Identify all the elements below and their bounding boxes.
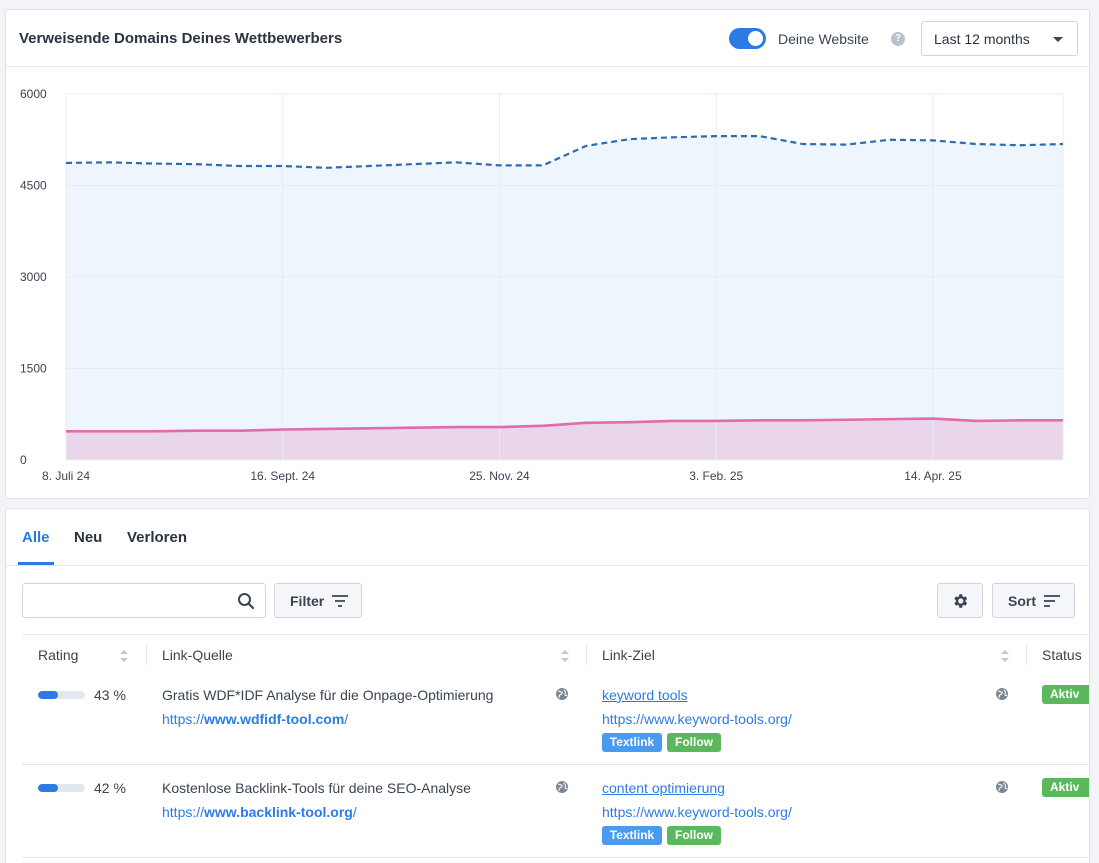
column-separator [1026,645,1027,665]
y-tick-label: 3000 [20,270,47,284]
sort-arrows-icon[interactable] [120,650,128,662]
link-target-anchor[interactable]: keyword tools [602,687,688,703]
column-header-link-target[interactable]: Link-Ziel [602,647,655,663]
rating-value: 42 % [94,780,126,796]
row-separator [22,764,1089,765]
table-top-border [22,634,1089,635]
y-tick-label: 4500 [20,179,47,193]
url-suffix: / [344,711,349,727]
textlink-badge: Textlink [602,733,662,752]
tabs-bar: Alle Neu Verloren [6,509,1089,566]
x-tick-label: 8. Juli 24 [42,469,90,483]
sort-button[interactable]: Sort [992,583,1075,618]
textlink-badge: Textlink [602,826,662,845]
link-target-anchor[interactable]: content optimierung [602,780,725,796]
globe-icon[interactable] [555,780,569,794]
status-badge: Aktiv [1042,778,1089,797]
follow-badge: Follow [667,826,721,845]
url-domain: www.backlink-tool.org [204,804,353,820]
tab-lost[interactable]: Verloren [127,529,188,546]
globe-icon[interactable] [995,780,1009,794]
chart-card: Verweisende Domains Deines Wettbewerbers… [5,9,1090,499]
column-header-status[interactable]: Status [1042,647,1082,663]
y-tick-label: 6000 [20,87,47,101]
chart-card-header: Verweisende Domains Deines Wettbewerbers… [6,10,1089,67]
chart-title: Verweisende Domains Deines Wettbewerbers [19,30,343,47]
url-prefix: https:// [162,804,205,820]
url-domain: www.wdfidf-tool.com [204,711,345,727]
x-tick-label: 3. Feb. 25 [689,469,743,483]
sort-icon [1044,595,1060,607]
question-circle-icon[interactable]: ? [891,32,905,46]
link-source-title: Kostenlose Backlink-Tools für deine SEO-… [162,780,471,796]
backlinks-card: Alle Neu Verloren Filter Sort Rat [5,508,1090,863]
tab-new[interactable]: Neu [74,529,103,546]
sort-arrows-icon[interactable] [561,650,569,662]
url-prefix: https:// [162,711,205,727]
series-0-line [65,134,1064,169]
column-separator [146,645,147,665]
search-icon[interactable] [237,592,255,610]
your-website-label: Deine Website [778,31,869,47]
rating-value: 43 % [94,687,126,703]
rating-bar [38,784,85,792]
x-tick-label: 14. Apr. 25 [904,469,962,483]
link-target-url[interactable]: https://www.keyword-tools.org/ [602,804,792,820]
x-tick-label: 16. Sept. 24 [250,469,315,483]
y-tick-label: 1500 [20,362,47,376]
rating-bar [38,691,85,699]
filter-icon [332,595,348,607]
x-tick-label: 25. Nov. 24 [469,469,530,483]
series-0-area [66,136,1063,460]
sort-label: Sort [1008,593,1036,609]
link-source-url[interactable]: https://www.backlink-tool.org/ [162,804,357,820]
search-input[interactable] [31,591,231,611]
column-header-rating[interactable]: Rating [38,647,79,663]
your-website-toggle[interactable] [729,28,766,49]
link-target-url[interactable]: https://www.keyword-tools.org/ [602,711,792,727]
column-header-link-source[interactable]: Link-Quelle [162,647,233,663]
status-badge: Aktiv [1042,685,1089,704]
gear-icon [954,594,968,608]
search-box [22,583,266,618]
y-tick-label: 0 [20,453,27,467]
filter-button[interactable]: Filter [274,583,362,618]
url-suffix: / [352,804,357,820]
time-range-select[interactable]: Last 12 months [921,21,1078,56]
rating-fill [38,784,58,792]
link-source-title: Gratis WDF*IDF Analyse für die Onpage-Op… [162,687,494,703]
link-source-url[interactable]: https://www.wdfidf-tool.com/ [162,711,348,727]
column-separator [586,645,587,665]
caret-down-icon [1053,37,1063,42]
settings-button[interactable] [937,583,983,618]
toggle-knob [748,31,763,46]
tab-all[interactable]: Alle [22,529,50,546]
row-separator [22,857,1089,858]
time-range-value: Last 12 months [934,31,1030,47]
follow-badge: Follow [667,733,721,752]
sort-arrows-icon[interactable] [1001,650,1009,662]
series-1-area [66,418,1063,460]
series-1-line [66,417,1063,433]
globe-icon[interactable] [555,687,569,701]
globe-icon[interactable] [995,687,1009,701]
filter-label: Filter [290,593,325,609]
referring-domains-chart: 0 1500 3000 4500 6000 8. Juli 24 16. Sept. 24 2… [20,87,1064,483]
active-tab-indicator [18,562,54,565]
rating-fill [38,691,59,699]
